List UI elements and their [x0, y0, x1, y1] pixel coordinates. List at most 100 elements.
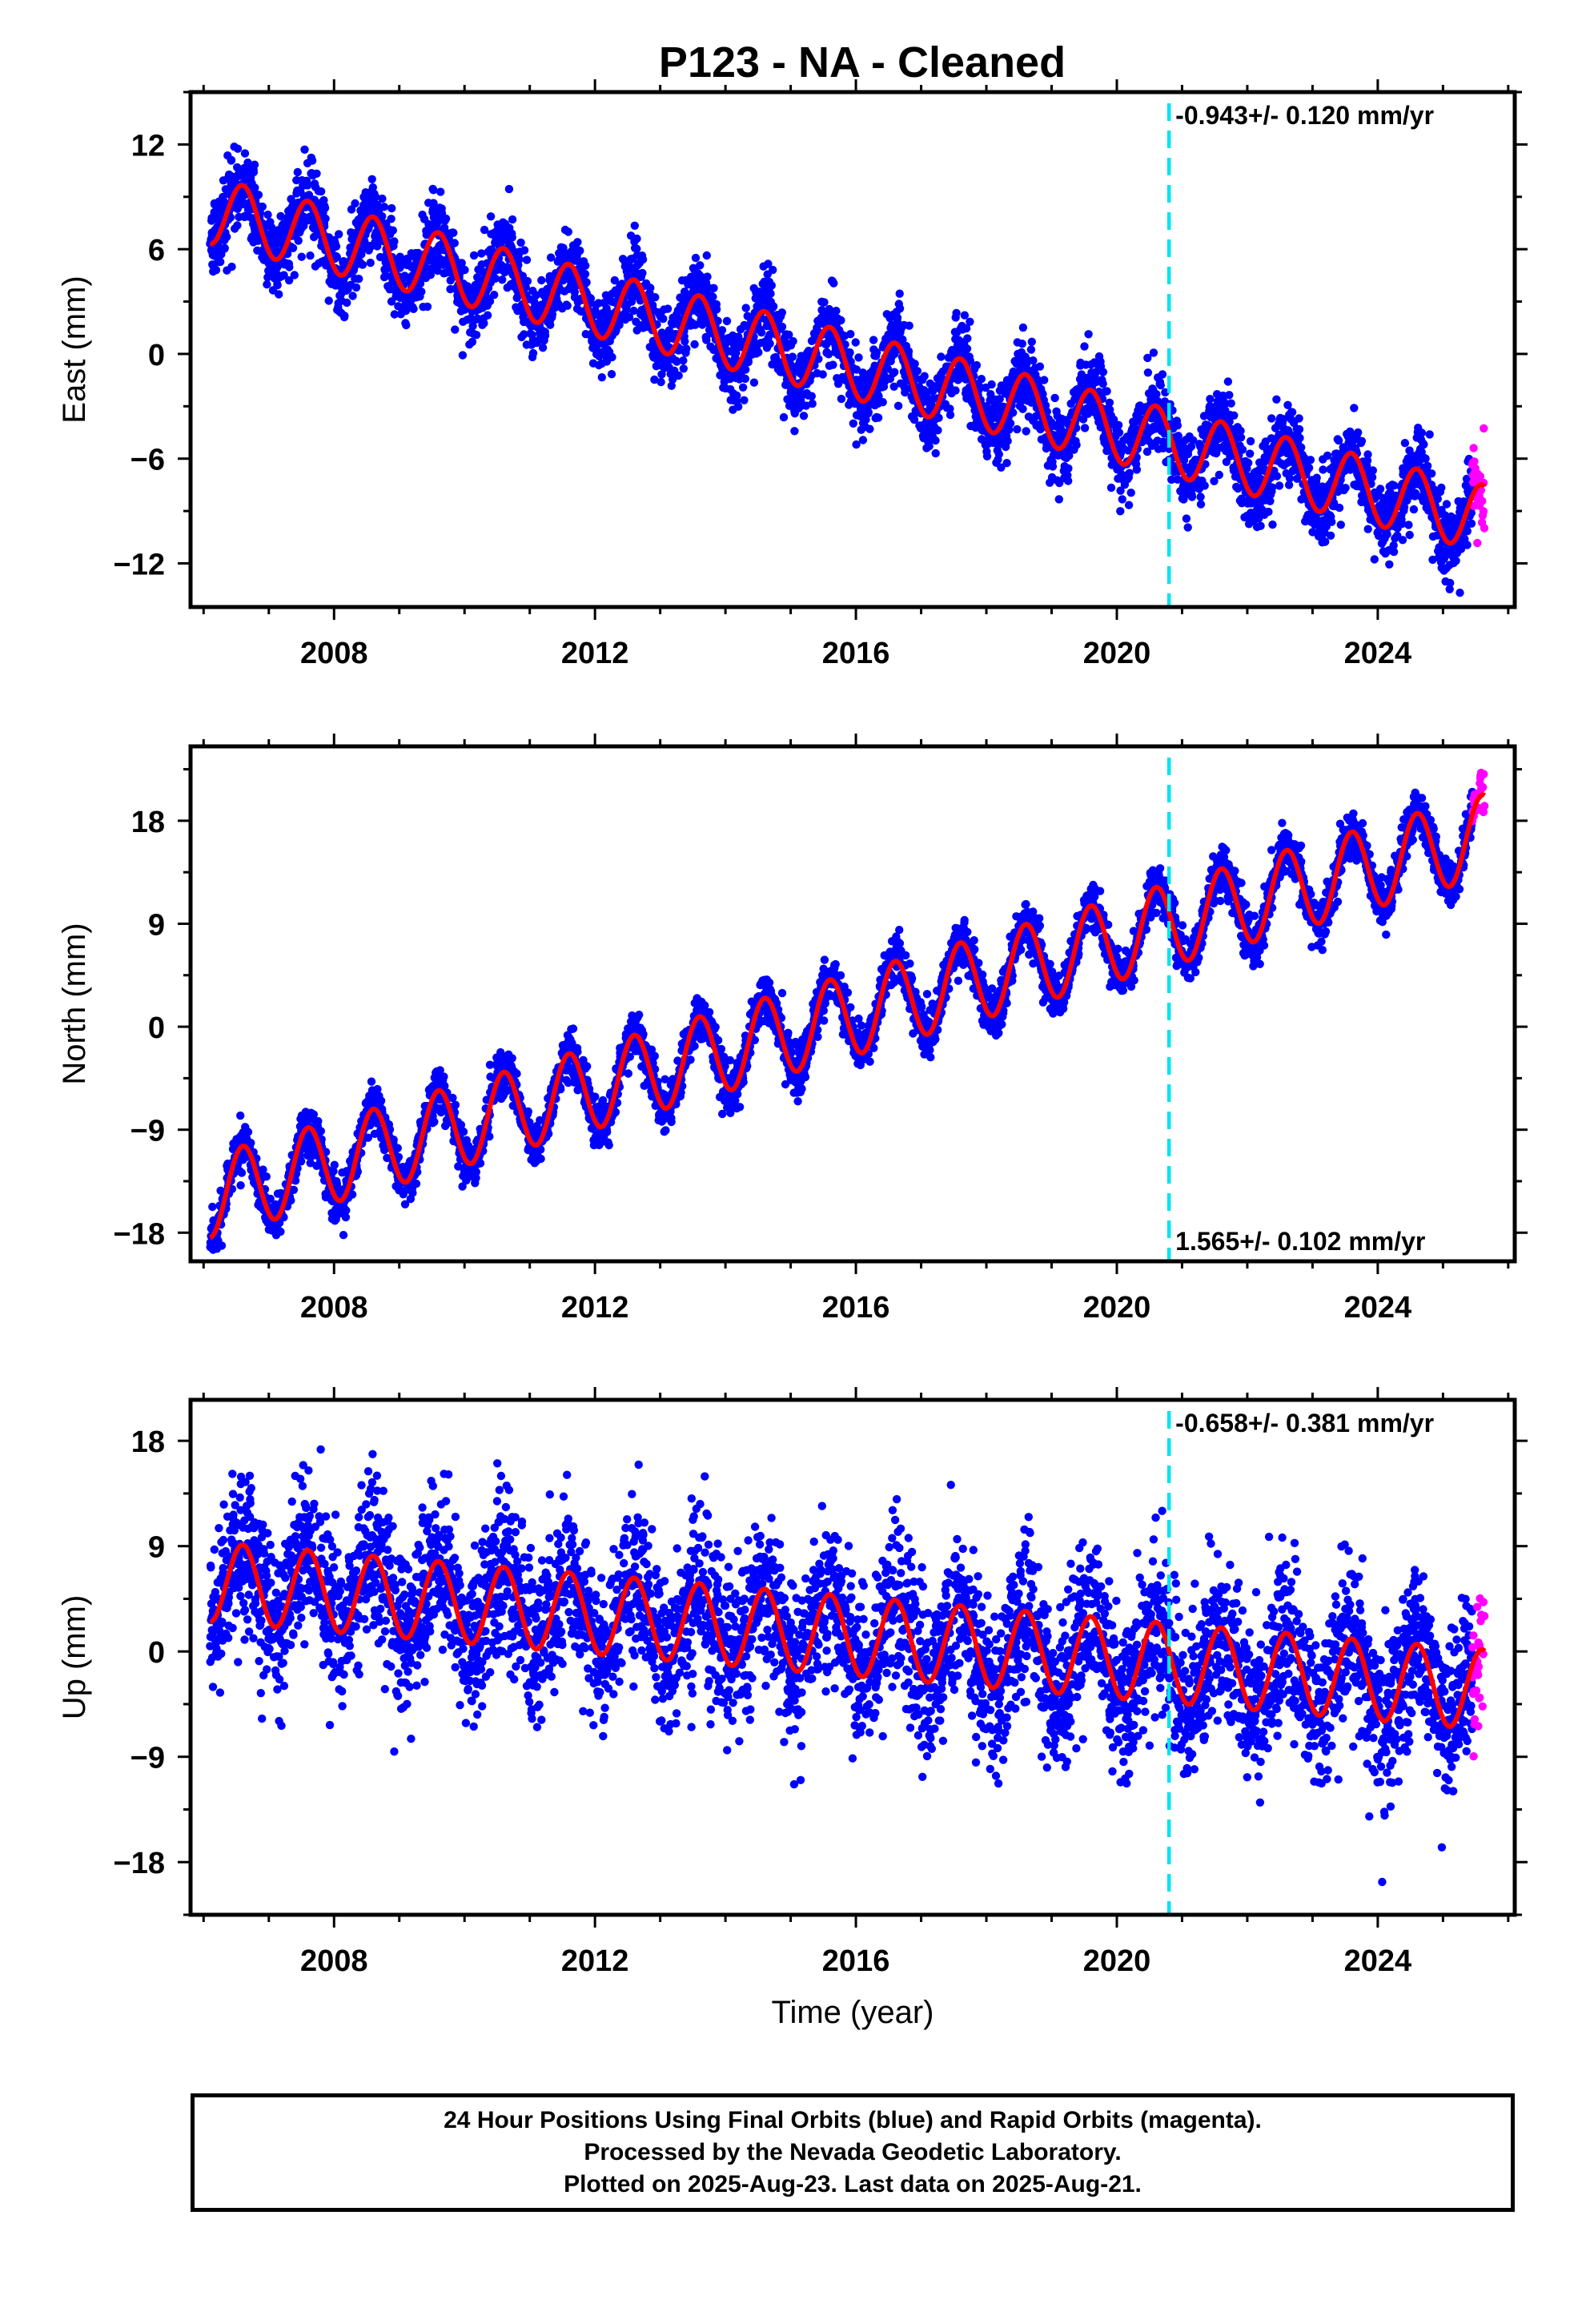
y-tick-label: 6	[148, 234, 165, 267]
final-point	[934, 426, 942, 435]
final-point	[441, 214, 451, 223]
final-point	[573, 238, 582, 247]
final-point	[1287, 408, 1297, 416]
final-point	[905, 321, 913, 330]
final-point	[651, 293, 660, 302]
final-point	[1009, 408, 1018, 417]
final-point	[1425, 430, 1434, 439]
final-point	[581, 261, 590, 270]
final-point	[799, 412, 809, 420]
final-point	[890, 368, 899, 376]
final-point	[691, 253, 701, 263]
final-point	[966, 317, 974, 326]
final-point	[1321, 537, 1330, 546]
final-point	[1417, 428, 1427, 437]
final-point	[254, 191, 263, 199]
final-point	[1354, 428, 1363, 437]
final-point	[508, 215, 517, 224]
final-point	[925, 442, 934, 451]
final-point	[638, 255, 648, 264]
final-point	[667, 381, 676, 390]
final-point	[458, 351, 468, 360]
final-point	[807, 392, 816, 400]
final-point	[1357, 436, 1367, 445]
final-point	[1306, 456, 1315, 464]
final-point	[576, 246, 584, 255]
final-point	[249, 167, 259, 177]
final-point	[378, 194, 387, 203]
final-point	[913, 367, 922, 376]
final-point	[1268, 520, 1277, 529]
final-point	[263, 280, 271, 289]
rapid-point	[1480, 424, 1488, 433]
final-point	[1295, 433, 1304, 443]
final-point	[335, 230, 343, 239]
final-point	[371, 192, 379, 201]
final-point	[744, 357, 753, 367]
final-point	[659, 314, 668, 324]
final-point	[824, 350, 833, 359]
final-point	[275, 290, 283, 299]
final-point	[211, 266, 221, 275]
final-point	[767, 281, 776, 290]
final-point	[375, 252, 385, 262]
final-point	[417, 287, 426, 296]
final-point	[409, 304, 418, 313]
final-point	[679, 356, 688, 365]
final-point	[515, 255, 524, 263]
final-point	[227, 262, 236, 271]
final-point	[854, 353, 863, 362]
final-point	[1297, 443, 1306, 452]
final-point	[1456, 589, 1464, 597]
final-point	[1295, 414, 1303, 423]
x-tick-label: 2016	[822, 637, 890, 670]
final-point	[829, 279, 838, 287]
final-point	[951, 386, 960, 395]
final-point	[233, 221, 242, 230]
final-point	[712, 305, 721, 314]
final-point	[416, 279, 425, 288]
rapid-point	[1478, 497, 1487, 505]
final-point	[1225, 391, 1234, 400]
final-point	[436, 187, 445, 196]
final-point	[233, 144, 243, 153]
final-point	[716, 371, 725, 380]
final-point	[709, 292, 717, 301]
y-tick-label: −12	[114, 549, 165, 582]
final-point	[765, 339, 774, 348]
final-point	[977, 375, 986, 384]
final-point	[1116, 507, 1125, 516]
final-point	[208, 1202, 217, 1212]
y-tick-label: 0	[148, 339, 165, 372]
final-point	[785, 330, 793, 340]
final-point	[285, 263, 294, 271]
y-tick-label: 12	[131, 129, 165, 163]
final-point	[1035, 362, 1045, 371]
final-point	[390, 310, 399, 319]
final-point	[607, 370, 616, 379]
final-point	[982, 452, 992, 460]
final-point	[276, 1227, 285, 1236]
data-points-north	[206, 768, 1489, 1254]
final-point	[717, 326, 727, 335]
final-point	[972, 360, 982, 370]
final-point	[1132, 465, 1142, 474]
final-point	[423, 302, 432, 312]
final-point	[1405, 530, 1414, 540]
final-point	[480, 319, 488, 328]
final-point	[845, 348, 854, 357]
final-point	[1370, 555, 1379, 564]
final-point	[1275, 481, 1284, 490]
final-point	[586, 294, 596, 303]
final-point	[608, 352, 616, 362]
final-point	[777, 322, 787, 332]
final-point	[468, 321, 477, 331]
final-point	[563, 301, 572, 310]
final-point	[223, 232, 231, 241]
final-point	[703, 272, 712, 281]
final-point	[1054, 495, 1064, 504]
final-point	[629, 306, 638, 316]
final-point	[1363, 450, 1372, 459]
final-point	[532, 291, 540, 300]
